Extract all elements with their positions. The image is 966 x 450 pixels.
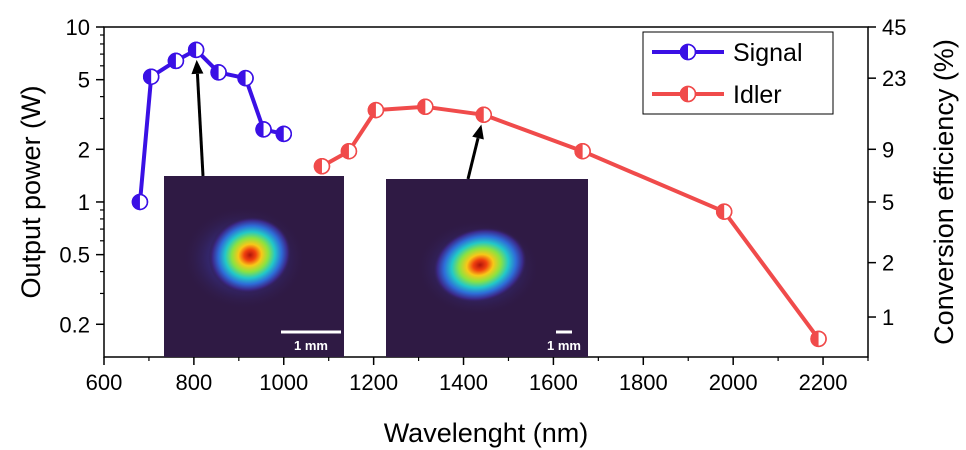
marker-fill-half: [680, 86, 688, 102]
marker-outline: [275, 125, 293, 143]
marker-fill-half: [256, 121, 264, 137]
data-point-idler: [313, 158, 331, 175]
y-tick-label: 2: [78, 137, 90, 162]
marker-fill-half: [476, 107, 484, 123]
y2-tick-label: 23: [882, 66, 906, 91]
x-tick-label: 600: [86, 370, 123, 395]
marker-outline: [237, 69, 254, 87]
data-point-signal: [275, 125, 293, 143]
legend-marker-idler: [679, 85, 697, 103]
marker-outline: [810, 330, 827, 348]
marker-fill-half: [132, 194, 140, 210]
marker-outline: [210, 64, 227, 81]
y-axis-title: Output power (W): [16, 85, 46, 298]
x-tick-label: 1000: [259, 370, 308, 395]
y-tick-label: 10: [66, 15, 90, 40]
signal-inset-scale-label: 1 mm: [294, 338, 328, 353]
legend-marker-signal: [679, 43, 697, 61]
data-point-idler: [340, 142, 358, 160]
legend-items: Signal Idler: [652, 39, 803, 109]
idler-inset-beam: [432, 227, 528, 303]
x-tick-label: 1200: [349, 370, 398, 395]
annotation-arrows: [191, 59, 484, 180]
y-tick-label: 0.5: [59, 243, 90, 268]
marker-fill-half: [276, 126, 284, 142]
data-point-idler: [367, 101, 385, 119]
marker-outline: [417, 98, 434, 116]
y2-tick-label: 2: [882, 251, 894, 276]
y-tick-label: 1: [78, 190, 90, 215]
marker-fill-half: [188, 42, 197, 58]
y2-tick-label: 5: [882, 190, 894, 215]
signal-inset-beam: [208, 216, 292, 294]
marker-outline: [167, 52, 185, 70]
marker-outline: [679, 43, 697, 61]
marker-fill-half: [314, 158, 322, 174]
marker-outline: [475, 106, 493, 124]
y2-tick-label: 45: [882, 15, 906, 40]
marker-outline: [255, 121, 272, 138]
annotation-arrow-head: [472, 124, 484, 140]
data-point-idler: [475, 106, 493, 124]
data-point-signal: [142, 68, 160, 85]
legend-box: [642, 31, 834, 115]
annotation-arrow-head: [191, 59, 204, 75]
marker-outline: [367, 101, 385, 119]
legend-label-idler: Idler: [733, 81, 782, 109]
marker-outline: [142, 68, 160, 85]
data-point-idler: [715, 203, 733, 220]
data-point-signal: [255, 121, 272, 138]
marker-fill-half: [341, 143, 349, 159]
idler-inset-scale-label: 1 mm: [547, 338, 581, 353]
marker-outline: [715, 203, 733, 220]
data-point-idler: [574, 142, 591, 160]
marker-fill-half: [238, 70, 246, 86]
y2-tick-label: 9: [882, 137, 894, 162]
marker-fill-half: [716, 204, 725, 220]
marker-outline: [574, 142, 591, 160]
x-axis: 600 800 1000 1200 1400 1600 1800 2000 2200: [86, 357, 869, 395]
marker-outline: [679, 85, 697, 103]
x-tick-label: 1400: [439, 370, 488, 395]
marker-fill-half: [417, 99, 426, 115]
marker-fill-half: [680, 44, 688, 60]
y2-axis-title: Conversion efficiency (%): [929, 39, 959, 345]
marker-fill-half: [143, 69, 152, 85]
x-tick-label: 800: [176, 370, 213, 395]
series-markers: [131, 41, 827, 348]
x-axis-title: Wavelenght (nm): [384, 418, 589, 448]
data-point-signal: [210, 64, 227, 81]
marker-fill-half: [211, 64, 219, 80]
annotation-arrow-shaft: [195, 73, 205, 177]
y-axis-right: 45 23 9 5 2 1: [868, 15, 906, 330]
signal-beam-profile-inset: 1 mm: [164, 176, 344, 357]
marker-outline: [187, 41, 205, 59]
y-axis-left: 0.2 0.5 1 2 5 10: [59, 15, 104, 337]
annotation-arrow-shaft: [466, 137, 480, 180]
data-point-idler: [417, 98, 434, 116]
marker-outline: [313, 158, 331, 175]
legend-label-signal: Signal: [733, 39, 803, 67]
data-point-signal: [131, 193, 149, 211]
marker-fill-half: [575, 143, 583, 159]
marker-outline: [131, 193, 149, 211]
y-tick-label: 0.2: [59, 312, 90, 337]
x-tick-label: 2000: [709, 370, 758, 395]
marker-outline: [340, 142, 358, 160]
idler-beam-profile-inset: 1 mm: [386, 179, 588, 357]
data-point-signal: [167, 52, 185, 70]
data-point-signal: [187, 41, 205, 59]
legend: Signal Idler: [642, 31, 834, 115]
marker-fill-half: [368, 102, 376, 118]
x-tick-label: 1600: [529, 370, 578, 395]
marker-fill-half: [811, 331, 819, 347]
x-tick-label: 1800: [619, 370, 668, 395]
y-tick-label: 5: [78, 68, 90, 93]
data-point-idler: [810, 330, 827, 348]
marker-fill-half: [168, 53, 176, 69]
data-point-signal: [237, 69, 254, 87]
x-tick-label: 2200: [799, 370, 848, 395]
y2-tick-label: 1: [882, 305, 894, 330]
